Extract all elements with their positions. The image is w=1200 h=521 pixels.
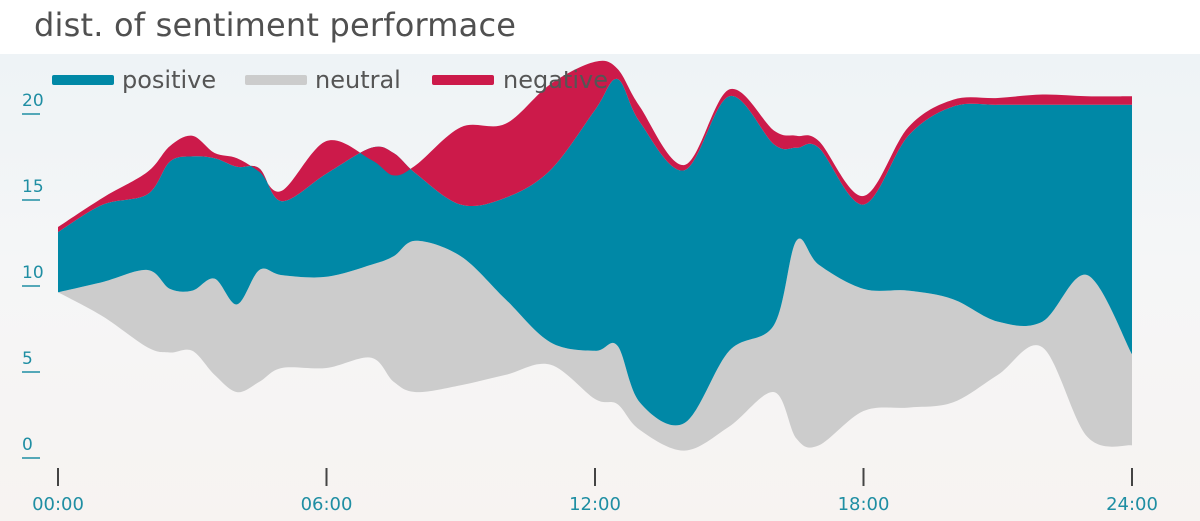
area-negative — [58, 60, 1132, 233]
x-axis: 00:00 06:00 12:00 18:00 24:00 — [32, 468, 1158, 515]
y-axis: 0 5 10 15 20 — [22, 91, 44, 459]
area-positive — [58, 78, 1132, 426]
area-neutral — [58, 238, 1132, 451]
y-tick-label: 15 — [22, 177, 44, 197]
legend-label-negative: negative — [503, 66, 608, 94]
y-tick-label: 20 — [22, 91, 44, 111]
legend-swatch-positive — [52, 75, 114, 85]
y-tick-label: 5 — [22, 349, 33, 369]
y-tick-label: 10 — [22, 263, 44, 283]
legend-swatch-neutral — [245, 75, 307, 85]
stream-areas — [58, 60, 1132, 451]
legend-label-neutral: neutral — [315, 66, 401, 94]
title-bar: dist. of sentiment performace — [0, 0, 1200, 54]
y-tick-label: 0 — [22, 435, 33, 455]
legend-label-positive: positive — [122, 66, 216, 94]
x-tick-label: 18:00 — [838, 494, 890, 515]
x-tick-label: 12:00 — [569, 494, 621, 515]
x-tick-label: 06:00 — [301, 494, 353, 515]
legend-swatch-negative — [432, 75, 494, 85]
chart-title: dist. of sentiment performace — [34, 6, 517, 44]
x-tick-label: 00:00 — [32, 494, 84, 515]
legend: positive neutral negative — [52, 66, 608, 94]
x-tick-label: 24:00 — [1106, 494, 1158, 515]
